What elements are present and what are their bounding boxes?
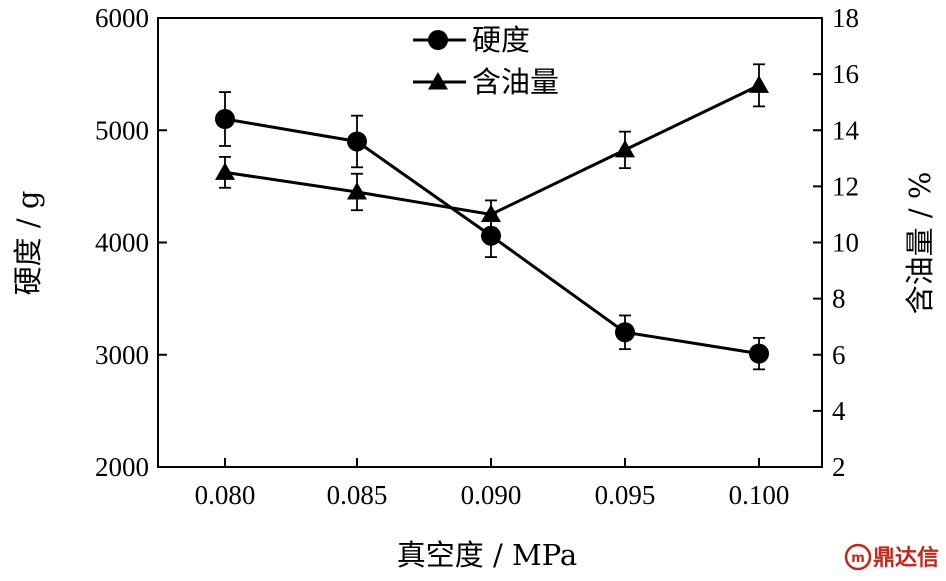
legend-label: 硬度 xyxy=(472,23,530,57)
data-point xyxy=(749,75,769,93)
right-y-tick-label: 10 xyxy=(832,228,859,258)
left-y-tick-label: 4000 xyxy=(95,228,149,258)
x-tick-label: 0.100 xyxy=(729,480,790,510)
data-point xyxy=(347,131,367,151)
series-layer xyxy=(215,64,769,369)
right-y-tick-label: 14 xyxy=(832,115,860,145)
left-y-tick-label: 5000 xyxy=(95,115,149,145)
series-line xyxy=(225,85,759,214)
watermark-icon-glyph: m xyxy=(851,551,865,566)
right-y-axis-title: 含油量 / % xyxy=(903,172,937,315)
right-y-tick-label: 4 xyxy=(832,396,846,426)
legend-marker xyxy=(428,30,448,50)
x-tick-label: 0.080 xyxy=(195,480,256,510)
x-tick-label: 0.085 xyxy=(327,480,388,510)
data-point xyxy=(215,109,235,129)
x-tick-label: 0.095 xyxy=(595,480,656,510)
data-point xyxy=(615,140,635,158)
watermark-text: 鼎达信 xyxy=(873,545,939,571)
right-y-tick-label: 18 xyxy=(832,3,859,33)
right-y-tick-label: 12 xyxy=(832,171,859,201)
right-y-tick-label: 2 xyxy=(832,452,846,482)
series-1 xyxy=(215,92,769,369)
left-y-tick-label: 2000 xyxy=(95,452,149,482)
data-point xyxy=(215,162,235,180)
legend-label: 含油量 xyxy=(472,65,559,99)
left-y-tick-label: 6000 xyxy=(95,3,149,33)
x-tick-label: 0.090 xyxy=(461,480,522,510)
x-axis-title: 真空度 / MPa xyxy=(397,538,577,572)
left-y-axis-title: 硬度 / g xyxy=(11,191,45,296)
watermark-logo: m 鼎达信 xyxy=(846,545,939,571)
left-y-tick-label: 3000 xyxy=(95,340,149,370)
right-y-tick-label: 6 xyxy=(832,340,846,370)
right-y-tick-label: 8 xyxy=(832,284,846,314)
chart: 0.080 0.085 0.090 0.095 0.100 2000 3000 4000 500… xyxy=(0,0,946,581)
data-point xyxy=(615,322,635,342)
data-point xyxy=(749,344,769,364)
right-y-tick-label: 16 xyxy=(832,59,859,89)
